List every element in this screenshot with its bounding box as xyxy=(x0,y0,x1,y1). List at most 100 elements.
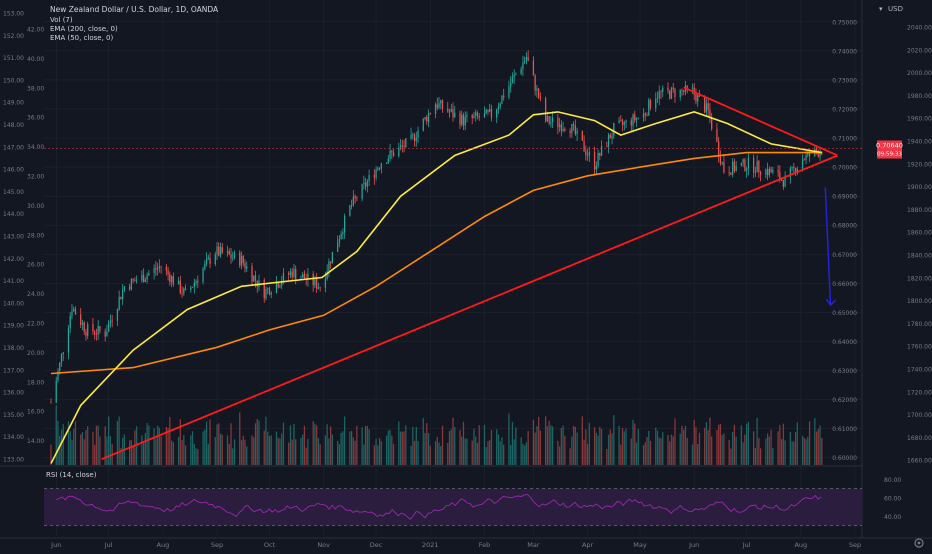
candle-body xyxy=(265,289,267,299)
volume-bar xyxy=(302,434,304,465)
candle-body xyxy=(464,116,466,126)
volume-bar xyxy=(59,436,61,465)
volume-bar xyxy=(239,412,241,465)
candle-body xyxy=(637,117,639,119)
candle-body xyxy=(695,94,697,102)
candle-body xyxy=(588,152,590,156)
candle-body xyxy=(707,103,709,110)
left-outer-tick: 150.00 xyxy=(3,77,24,84)
volume-bar xyxy=(655,427,657,465)
candle-body xyxy=(289,271,292,275)
candle-body xyxy=(392,152,395,157)
candle-body xyxy=(625,120,627,123)
right-axis: 0.75000 0.74000 0.73000 0.72000 0.71000 0.700… xyxy=(832,19,932,464)
volume-bar xyxy=(83,439,85,465)
candle-body xyxy=(497,106,500,109)
candle-body xyxy=(344,215,346,233)
volume-bar xyxy=(546,426,549,465)
volume-bar xyxy=(768,436,770,465)
volume-bar xyxy=(630,438,632,465)
candle-body xyxy=(62,352,64,355)
candle-body xyxy=(642,113,645,118)
volume-bar xyxy=(202,431,204,465)
volume-bar xyxy=(606,449,608,465)
candle-body xyxy=(438,103,440,108)
candle-body xyxy=(267,288,269,290)
volume-bar xyxy=(232,448,234,465)
volume-bar xyxy=(478,425,480,465)
candle-body xyxy=(593,152,596,170)
left-inner-tick: 40.00 xyxy=(27,56,44,63)
candle-body xyxy=(766,169,769,176)
candle-body xyxy=(142,274,145,283)
volume-bar xyxy=(497,434,500,465)
volume-bar xyxy=(270,435,272,465)
candle-body xyxy=(746,168,748,171)
candle-body xyxy=(550,122,552,124)
candle-body xyxy=(195,280,197,283)
volume-bar xyxy=(503,444,505,465)
candle-body xyxy=(216,246,218,255)
candle-body xyxy=(193,282,195,287)
volume-bar xyxy=(324,435,327,465)
indicator-label-vol[interactable]: Vol (7) xyxy=(50,16,73,24)
volume-bar xyxy=(637,428,639,465)
right-price-tick: 0.71000 xyxy=(832,136,857,143)
candle-body xyxy=(609,134,611,139)
volume-bar xyxy=(108,416,110,465)
symbol-title[interactable]: New Zealand Dollar / U.S. Dollar, 1D, OA… xyxy=(50,5,219,14)
volume-bar xyxy=(515,427,517,465)
x-tick-label: Dec xyxy=(370,541,383,549)
volume-bar xyxy=(732,431,734,465)
candle-body xyxy=(649,99,652,109)
volume-bar xyxy=(801,435,804,465)
volume-bar xyxy=(303,425,306,465)
candle-body xyxy=(441,100,444,109)
candle-body xyxy=(122,290,124,300)
volume-bar xyxy=(87,426,89,465)
candle-body xyxy=(730,173,732,175)
volume-bar xyxy=(156,425,159,465)
volume-bar xyxy=(464,438,466,465)
volume-bar xyxy=(328,438,330,465)
candle-body xyxy=(385,163,388,165)
volume-bar xyxy=(808,421,811,465)
candle-body xyxy=(302,274,304,278)
candle-body xyxy=(735,165,737,171)
volume-bar xyxy=(338,444,341,465)
candle-body xyxy=(50,402,52,404)
candle-body xyxy=(169,274,171,283)
candle-body xyxy=(721,162,723,164)
volume-bar xyxy=(707,430,709,465)
volume-bar xyxy=(784,440,786,465)
settings-icon[interactable] xyxy=(914,538,924,548)
right-price-tick: 0.68000 xyxy=(832,223,857,230)
candle-body xyxy=(434,104,437,114)
candle-body xyxy=(83,322,85,332)
volume-bar xyxy=(525,442,528,465)
candle-body xyxy=(691,87,694,89)
currency-caret-icon[interactable]: ▾ xyxy=(879,5,883,13)
rsi-label[interactable]: RSI (14, close) xyxy=(46,471,97,479)
candle-body xyxy=(595,165,597,170)
left-outer-tick: 149.00 xyxy=(3,100,24,107)
candle-body xyxy=(120,296,122,300)
volume-bar xyxy=(625,428,627,465)
volume-bar xyxy=(403,431,405,465)
right-outer-tick: 1860.00 xyxy=(907,230,932,237)
right-price-tick: 0.70000 xyxy=(832,165,857,172)
indicator-label-ema200[interactable]: EMA (200, close, 0) xyxy=(50,25,118,33)
volume-bar xyxy=(735,436,737,465)
volume-bar xyxy=(821,437,823,465)
volume-bar xyxy=(693,420,695,465)
indicator-label-ema50[interactable]: EMA (50, close, 0) xyxy=(50,34,113,42)
time-axis: Jun Jul Aug Sep Oct Nov Dec 2021 Feb Mar Apr May Jun… xyxy=(50,541,861,549)
volume-bar xyxy=(483,424,486,465)
volume-bar xyxy=(621,427,624,465)
volume-bar xyxy=(181,440,183,465)
volume-bar xyxy=(314,423,316,465)
volume-bar xyxy=(214,436,216,465)
volume-bar xyxy=(165,427,167,465)
candle-body xyxy=(342,232,344,235)
candle-body xyxy=(515,73,517,75)
